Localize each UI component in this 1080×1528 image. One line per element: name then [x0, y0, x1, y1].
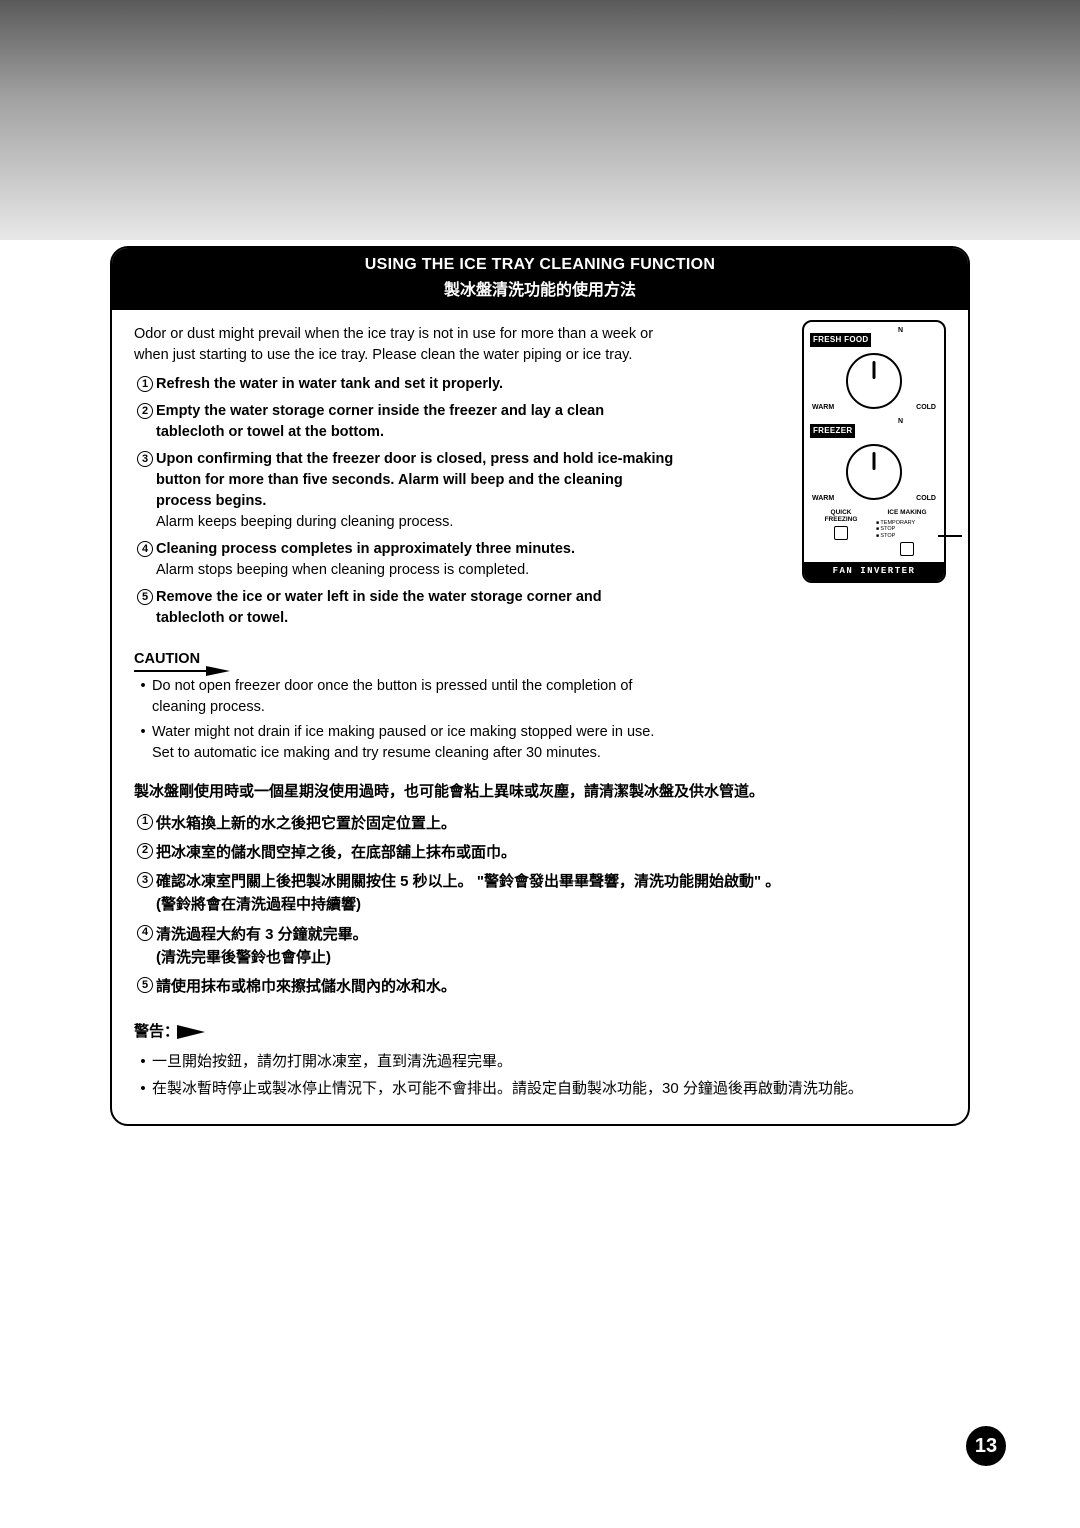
pointer-line: [938, 535, 962, 537]
ice-making-label: ICE MAKING: [876, 510, 938, 517]
step-zh-5: 5 請使用抹布或棉巾來擦拭儲水間內的冰和水。: [134, 975, 946, 998]
n-mark-2: N: [898, 417, 903, 427]
step-plain: Alarm keeps beeping during cleaning proc…: [156, 514, 453, 530]
step-text: Upon confirming that the freezer door is…: [156, 451, 673, 509]
n-mark: N: [898, 326, 903, 336]
step-text: Refresh the water in water tank and set …: [156, 376, 503, 392]
step-en-1: 1 Refresh the water in water tank and se…: [134, 374, 674, 395]
intro-zh: 製冰盤剛使用時或一個星期沒使用過時，也可能會粘上異味或灰塵，請清潔製冰盤及供水管…: [134, 780, 946, 803]
step-num-icon: 3: [137, 872, 153, 888]
warm-label: WARM: [812, 403, 834, 413]
intro-en: Odor or dust might prevail when the ice …: [134, 324, 674, 366]
step-en-3: 3 Upon confirming that the freezer door …: [134, 449, 674, 533]
caution-bullet-zh: •一旦開始按鈕，請勿打開冰凍室，直到清洗過程完畢。: [134, 1050, 946, 1073]
step-zh-1: 1 供水箱換上新的水之後把它置於固定位置上。: [134, 812, 946, 835]
header-gradient: [0, 0, 1080, 240]
title-zh: 製冰盤清洗功能的使用方法: [112, 276, 968, 300]
step-num-icon: 1: [137, 814, 153, 830]
quick-freezing-label: QUICK FREEZING: [810, 510, 872, 523]
content-box: USING THE ICE TRAY CLEANING FUNCTION 製冰盤…: [110, 246, 970, 1126]
ice-making-button: [900, 542, 914, 556]
step-text: Cleaning process completes in approximat…: [156, 541, 575, 557]
freezer-label: FREEZER: [810, 424, 855, 438]
caution-bullet: •Do not open freezer door once the butto…: [134, 676, 674, 718]
step-num-icon: 1: [137, 376, 153, 392]
caution-bullet: •Water might not drain if ice making pau…: [134, 722, 674, 764]
step-text: Empty the water storage corner inside th…: [156, 403, 604, 440]
title-en: USING THE ICE TRAY CLEANING FUNCTION: [112, 256, 968, 274]
cold-label: COLD: [916, 403, 936, 413]
quick-freezing-button: [834, 526, 848, 540]
caution-label-en: CAUTION: [134, 649, 200, 670]
step-zh-2: 2 把冰凍室的儲水間空掉之後，在底部舖上抹布或面巾。: [134, 841, 946, 864]
step-en-4: 4 Cleaning process completes in approxim…: [134, 539, 674, 581]
step-en-5: 5 Remove the ice or water left in side t…: [134, 587, 674, 629]
ice-making-modes: TEMPORARY STOP STOP: [876, 520, 938, 540]
step-text: Remove the ice or water left in side the…: [156, 589, 602, 626]
step-en-2: 2 Empty the water storage corner inside …: [134, 401, 674, 443]
body-area: FRESH FOOD N WARM COLD FREEZER N WARM CO…: [112, 310, 968, 1124]
warm-label-2: WARM: [812, 494, 834, 504]
fresh-food-dial: [846, 353, 902, 409]
caution-label-zh: 警告：: [134, 1020, 205, 1043]
step-zh-3: 3 確認冰凍室門關上後把製冰開關按住 5 秒以上。 "警鈴會發出畢畢聲響，清洗功…: [134, 870, 946, 917]
step-plain: Alarm stops beeping when cleaning proces…: [156, 562, 529, 578]
step-num-icon: 4: [137, 925, 153, 941]
step-num-icon: 2: [137, 843, 153, 859]
freezer-dial: [846, 444, 902, 500]
step-num-icon: 2: [137, 403, 153, 419]
page-number-badge: 13: [966, 1426, 1006, 1466]
caution-bullet-zh: •在製冰暫時停止或製冰停止情況下，水可能不會排出。請設定自動製冰功能，30 分鐘…: [134, 1077, 946, 1100]
title-bar: USING THE ICE TRAY CLEANING FUNCTION 製冰盤…: [112, 248, 968, 310]
control-panel-diagram: FRESH FOOD N WARM COLD FREEZER N WARM CO…: [802, 320, 946, 583]
step-zh-4: 4 清洗過程大約有 3 分鐘就完畢。(清洗完畢後警鈴也會停止): [134, 923, 946, 970]
fresh-food-label: FRESH FOOD: [810, 333, 871, 347]
step-num-icon: 3: [137, 451, 153, 467]
step-num-icon: 5: [137, 977, 153, 993]
cold-label-2: COLD: [916, 494, 936, 504]
step-num-icon: 5: [137, 589, 153, 605]
step-num-icon: 4: [137, 541, 153, 557]
fan-inverter-label: FAN INVERTER: [804, 562, 944, 581]
